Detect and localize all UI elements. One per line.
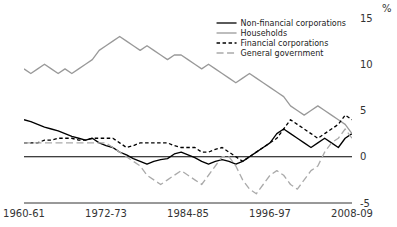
legend-swatch <box>217 42 237 43</box>
legend-label: Financial corporations <box>241 39 329 48</box>
legend-swatch <box>217 32 237 33</box>
series-line <box>24 120 352 164</box>
x-tick-label: 1984-85 <box>167 208 209 219</box>
x-tick-label: 2008-09 <box>331 208 373 219</box>
y-tick-label: -5 <box>360 198 370 209</box>
legend-label: General government <box>241 49 324 58</box>
legend-swatch <box>217 22 237 23</box>
series-line <box>24 129 352 194</box>
y-tick-label: 10 <box>360 59 373 70</box>
y-tick-label: 5 <box>360 105 366 116</box>
x-axis-line <box>24 203 352 204</box>
chart: -5 0 5 10 15% 1960-61 1972-73 1984-85 1996-97 200… <box>0 0 397 227</box>
legend-label: Non-financial corporations <box>241 19 346 28</box>
x-tick-label: 1996-97 <box>249 208 291 219</box>
y-tick-label: 15 <box>360 13 373 24</box>
legend-label: Households <box>241 29 288 38</box>
x-tick-label: 1960-61 <box>3 208 45 219</box>
y-axis-label: % <box>382 3 392 14</box>
series-line <box>24 115 352 161</box>
series-line <box>24 37 352 134</box>
zero-line <box>24 156 352 157</box>
x-tick-label: 1972-73 <box>85 208 127 219</box>
legend: Non-financial corporationsHouseholdsFina… <box>217 19 346 58</box>
legend-swatch <box>217 52 237 53</box>
lines <box>24 37 352 194</box>
y-tick-label: 0 <box>360 151 366 162</box>
